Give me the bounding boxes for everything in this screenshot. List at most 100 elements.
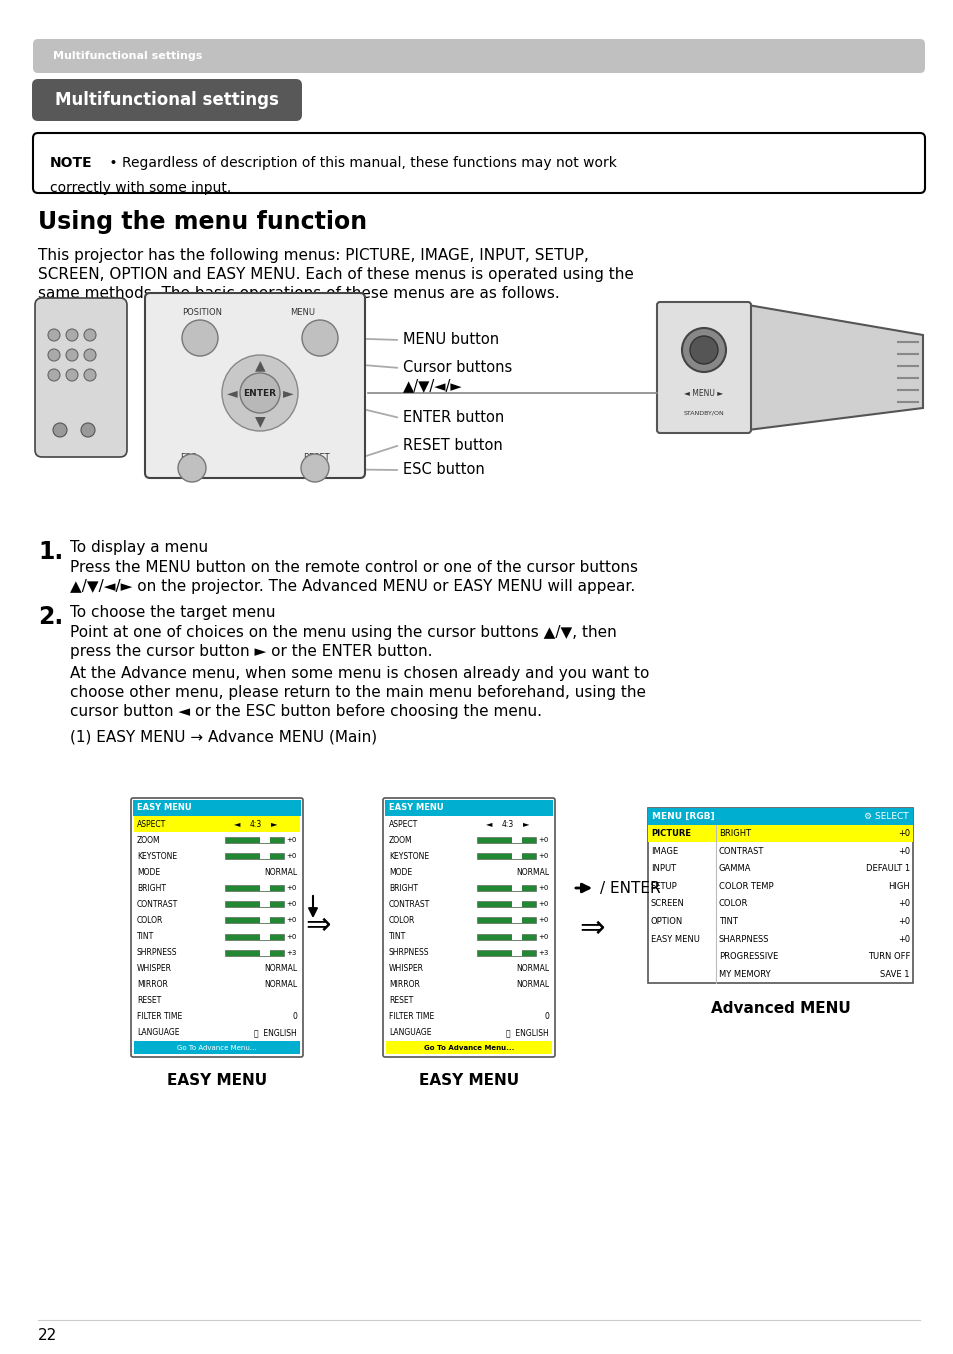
Circle shape xyxy=(182,320,218,356)
Text: ⓔ  ENGLISH: ⓔ ENGLISH xyxy=(254,1029,296,1037)
Bar xyxy=(647,808,912,825)
Text: ENTER button: ENTER button xyxy=(402,410,504,425)
Text: EASY MENU: EASY MENU xyxy=(389,803,443,812)
Text: SCREEN: SCREEN xyxy=(650,899,684,909)
Bar xyxy=(476,949,536,956)
Text: Multifunctional settings: Multifunctional settings xyxy=(53,51,202,61)
Text: At the Advance menu, when some menu is chosen already and you want to: At the Advance menu, when some menu is c… xyxy=(70,666,649,681)
Text: INPUT: INPUT xyxy=(650,864,676,873)
Text: 2.: 2. xyxy=(38,605,63,630)
Text: ◄: ◄ xyxy=(233,819,240,829)
Text: ⓔ  ENGLISH: ⓔ ENGLISH xyxy=(506,1029,548,1037)
Bar xyxy=(259,918,270,923)
Circle shape xyxy=(48,349,60,362)
Text: Point at one of choices on the menu using the cursor buttons ▲/▼, then: Point at one of choices on the menu usin… xyxy=(70,626,616,640)
Text: +0: +0 xyxy=(286,918,296,923)
Text: NORMAL: NORMAL xyxy=(516,964,548,974)
Text: ZOOM: ZOOM xyxy=(137,835,160,845)
Bar xyxy=(385,800,553,816)
Bar xyxy=(386,1041,552,1053)
Bar xyxy=(476,918,536,923)
FancyBboxPatch shape xyxy=(131,798,303,1057)
Text: IMAGE: IMAGE xyxy=(650,846,678,856)
Bar xyxy=(647,825,912,842)
Bar xyxy=(476,837,536,844)
Text: 22: 22 xyxy=(38,1327,57,1343)
Bar xyxy=(476,902,536,907)
Text: To display a menu: To display a menu xyxy=(70,540,208,555)
Bar xyxy=(132,800,301,816)
Circle shape xyxy=(301,454,329,482)
Text: ▲/▼/◄/►: ▲/▼/◄/► xyxy=(402,379,462,394)
Circle shape xyxy=(48,329,60,341)
Text: 4:3: 4:3 xyxy=(501,819,514,829)
Text: ⇒: ⇒ xyxy=(578,914,604,942)
Text: TINT: TINT xyxy=(719,917,737,926)
Text: +0: +0 xyxy=(897,899,909,909)
Text: EASY MENU: EASY MENU xyxy=(167,1072,267,1089)
Bar xyxy=(511,918,521,923)
Text: Cursor buttons: Cursor buttons xyxy=(402,360,512,375)
Text: +0: +0 xyxy=(538,933,548,940)
Text: POSITION: POSITION xyxy=(182,307,222,317)
Text: SAVE 1: SAVE 1 xyxy=(880,969,909,979)
Bar xyxy=(476,886,536,891)
Text: ⚙ SELECT: ⚙ SELECT xyxy=(863,811,908,821)
Text: MENU button: MENU button xyxy=(402,333,498,348)
Text: This projector has the following menus: PICTURE, IMAGE, INPUT, SETUP,: This projector has the following menus: … xyxy=(38,248,588,263)
Text: MODE: MODE xyxy=(137,868,160,877)
Circle shape xyxy=(689,336,718,364)
Text: FILTER TIME: FILTER TIME xyxy=(137,1013,182,1021)
Text: ▼: ▼ xyxy=(254,414,265,428)
Text: NORMAL: NORMAL xyxy=(516,980,548,990)
Text: ESC button: ESC button xyxy=(402,463,484,478)
Text: To choose the target menu: To choose the target menu xyxy=(70,605,275,620)
Text: MIRROR: MIRROR xyxy=(137,980,168,990)
Bar xyxy=(259,902,270,907)
Text: press the cursor button ► or the ENTER button.: press the cursor button ► or the ENTER b… xyxy=(70,645,432,659)
Circle shape xyxy=(84,349,96,362)
Bar xyxy=(225,949,284,956)
Bar xyxy=(259,853,270,860)
Text: MENU [RGB]: MENU [RGB] xyxy=(651,811,714,821)
Bar xyxy=(511,933,521,940)
Text: 4:3: 4:3 xyxy=(250,819,261,829)
Text: LANGUAGE: LANGUAGE xyxy=(389,1029,431,1037)
Bar xyxy=(225,918,284,923)
FancyBboxPatch shape xyxy=(647,808,912,983)
Text: OPTION: OPTION xyxy=(650,917,682,926)
Text: EASY MENU: EASY MENU xyxy=(418,1072,518,1089)
Circle shape xyxy=(178,454,206,482)
Text: ◄: ◄ xyxy=(485,819,492,829)
Bar xyxy=(133,1041,299,1053)
Text: MIRROR: MIRROR xyxy=(389,980,419,990)
FancyBboxPatch shape xyxy=(145,292,365,478)
Text: ⇒: ⇒ xyxy=(305,910,331,940)
Text: MENU: MENU xyxy=(290,307,314,317)
Text: EASY MENU: EASY MENU xyxy=(137,803,192,812)
Text: / ENTER: / ENTER xyxy=(599,880,659,895)
Text: 0: 0 xyxy=(543,1013,548,1021)
Text: MY MEMORY: MY MEMORY xyxy=(719,969,770,979)
Text: RESET: RESET xyxy=(389,997,413,1005)
Text: TINT: TINT xyxy=(389,932,406,941)
Text: COLOR: COLOR xyxy=(719,899,747,909)
Circle shape xyxy=(66,329,78,341)
Circle shape xyxy=(66,370,78,380)
Text: SHARPNESS: SHARPNESS xyxy=(719,934,769,944)
Text: +0: +0 xyxy=(286,837,296,844)
Bar xyxy=(511,949,521,956)
Text: Go To Advance Menu...: Go To Advance Menu... xyxy=(177,1045,256,1051)
Text: 0: 0 xyxy=(292,1013,296,1021)
Text: ASPECT: ASPECT xyxy=(137,819,166,829)
Text: Advanced MENU: Advanced MENU xyxy=(710,1001,849,1016)
Text: HIGH: HIGH xyxy=(887,881,909,891)
Text: ►: ► xyxy=(522,819,529,829)
Text: +0: +0 xyxy=(897,917,909,926)
Circle shape xyxy=(81,422,95,437)
Text: PICTURE: PICTURE xyxy=(650,829,690,838)
Text: KEYSTONE: KEYSTONE xyxy=(389,852,429,861)
Text: +0: +0 xyxy=(286,853,296,860)
Text: SETUP: SETUP xyxy=(650,881,677,891)
Text: NOTE: NOTE xyxy=(50,156,92,171)
